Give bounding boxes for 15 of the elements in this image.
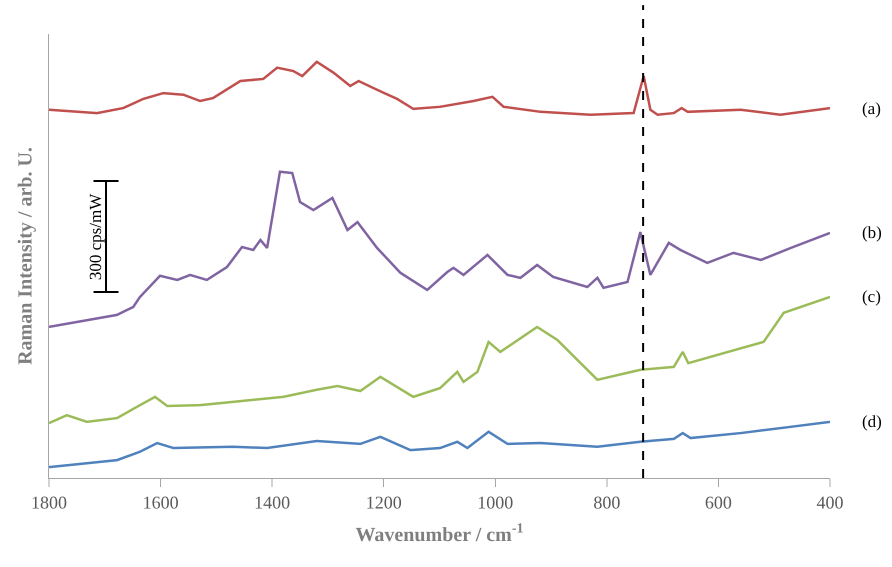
series-label: (b) xyxy=(862,223,882,242)
y-axis-title: Raman Intensity / arb. U. xyxy=(14,147,36,365)
x-tick-label: 1000 xyxy=(477,492,514,513)
x-tick-label: 400 xyxy=(816,492,844,513)
series-label: (c) xyxy=(862,287,881,306)
series-label: (a) xyxy=(862,99,881,118)
x-tick-label: 1200 xyxy=(366,492,402,513)
x-axis-title: Wavenumber / cm$^{-1}$ xyxy=(356,522,524,546)
annotation: 300 cps/mW xyxy=(86,192,106,280)
x-tick-label: 600 xyxy=(704,492,732,513)
x-tick-label: 1400 xyxy=(254,492,290,513)
x-tick-label: 800 xyxy=(593,492,620,513)
x-tick-label: 1600 xyxy=(142,492,179,513)
series-label: (d) xyxy=(862,412,882,431)
x-tick-label: 1800 xyxy=(31,492,67,513)
